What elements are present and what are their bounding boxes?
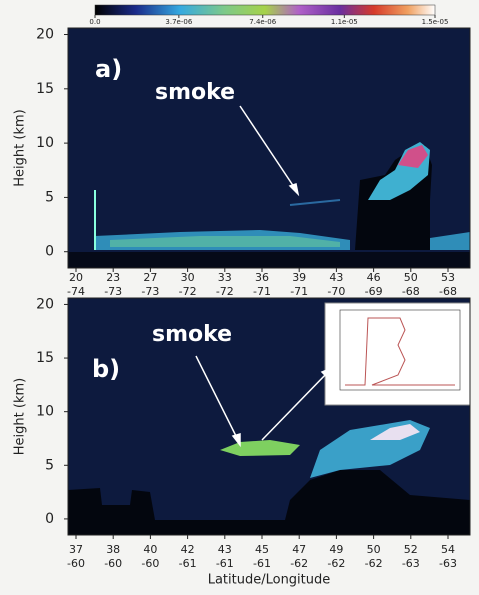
y-tick-label: 20	[36, 27, 54, 43]
x-tick-label-lon: -71	[253, 285, 271, 298]
x-tick-label-lat: 40	[143, 543, 157, 556]
x-tick-label-lat: 27	[143, 271, 157, 284]
x-tick-label-lat: 30	[181, 271, 195, 284]
annotation: smoke	[155, 80, 235, 105]
y-tick-label: 10	[36, 135, 54, 151]
colorbar-tick-label: 1.5e-05	[422, 18, 449, 26]
y-axis-label: Height (km)	[13, 109, 28, 186]
x-axis-label: Latitude/Longitude	[208, 573, 331, 588]
x-tick-label-lat: 53	[441, 271, 455, 284]
x-tick-label-lat: 50	[367, 543, 381, 556]
x-tick-label-lon: -60	[104, 557, 122, 570]
x-tick-label-lon: -73	[104, 285, 122, 298]
x-tick-label-lat: 33	[218, 271, 232, 284]
colorbar	[95, 5, 435, 15]
x-tick-label-lon: -69	[365, 285, 383, 298]
x-tick-label-lat: 52	[404, 543, 418, 556]
x-tick-label-lon: -73	[141, 285, 159, 298]
figure: 0.0 3.7e-06 7.4e-06 1.1e-05 1.5e-05 0 5 10 15 20 H…	[0, 0, 479, 591]
x-tick-label-lat: 45	[255, 543, 269, 556]
x-tick-label-lon: -62	[365, 557, 383, 570]
colorbar-tick-label: 3.7e-06	[165, 18, 192, 26]
x-tick-label-lat: 43	[329, 271, 343, 284]
x-tick-label-lat: 42	[181, 543, 195, 556]
x-tick-label-lon: -61	[179, 557, 197, 570]
x-tick-label-lat: 47	[292, 543, 306, 556]
y-tick-label: 0	[45, 511, 54, 527]
y-tick-label: 20	[36, 296, 54, 312]
colorbar-tick-label: 1.1e-05	[331, 18, 358, 26]
panel-b-image	[68, 298, 470, 535]
x-tick-label-lon: -68	[402, 285, 420, 298]
x-tick-label-lat: 20	[69, 271, 83, 284]
x-tick-label-lat: 38	[106, 543, 120, 556]
y-axis-label: Height (km)	[13, 378, 28, 455]
x-tick-label-lat: 43	[218, 543, 232, 556]
x-tick-label-lat: 50	[404, 271, 418, 284]
x-tick-label-lon: -62	[327, 557, 345, 570]
x-tick-label-lon: -63	[439, 557, 457, 570]
annotation: smoke	[152, 322, 232, 347]
panel-a-image	[68, 28, 470, 268]
x-tick-label-lon: -61	[216, 557, 234, 570]
y-tick-label: 15	[36, 350, 54, 366]
x-tick-label-lon: -60	[67, 557, 85, 570]
x-tick-label-lat: 23	[106, 271, 120, 284]
x-tick-label-lon: -63	[402, 557, 420, 570]
x-tick-label-lon: -74	[67, 285, 85, 298]
x-tick-label-lon: -68	[439, 285, 457, 298]
x-tick-label-lat: 39	[292, 271, 306, 284]
x-tick-label-lon: -70	[327, 285, 345, 298]
x-tick-label-lat: 49	[329, 543, 343, 556]
x-tick-label-lon: -61	[253, 557, 271, 570]
x-tick-label-lon: -60	[141, 557, 159, 570]
y-tick-label: 15	[36, 81, 54, 97]
x-tick-label-lat: 37	[69, 543, 83, 556]
x-tick-label-lon: -71	[290, 285, 308, 298]
x-tick-label-lat: 54	[441, 543, 455, 556]
panel-label: b)	[92, 355, 120, 383]
x-tick-label-lon: -72	[179, 285, 197, 298]
x-tick-label-lon: -72	[216, 285, 234, 298]
colorbar-tick-label: 7.4e-06	[249, 18, 276, 26]
y-tick-label: 0	[45, 244, 54, 260]
x-tick-label-lon: -62	[290, 557, 308, 570]
panel-label: a)	[95, 55, 122, 83]
x-tick-label-lat: 36	[255, 271, 269, 284]
y-tick-label: 5	[45, 189, 54, 205]
x-tick-label-lat: 46	[367, 271, 381, 284]
colorbar-tick-label: 0.0	[89, 18, 100, 26]
y-tick-label: 10	[36, 404, 54, 420]
y-tick-label: 5	[45, 457, 54, 473]
